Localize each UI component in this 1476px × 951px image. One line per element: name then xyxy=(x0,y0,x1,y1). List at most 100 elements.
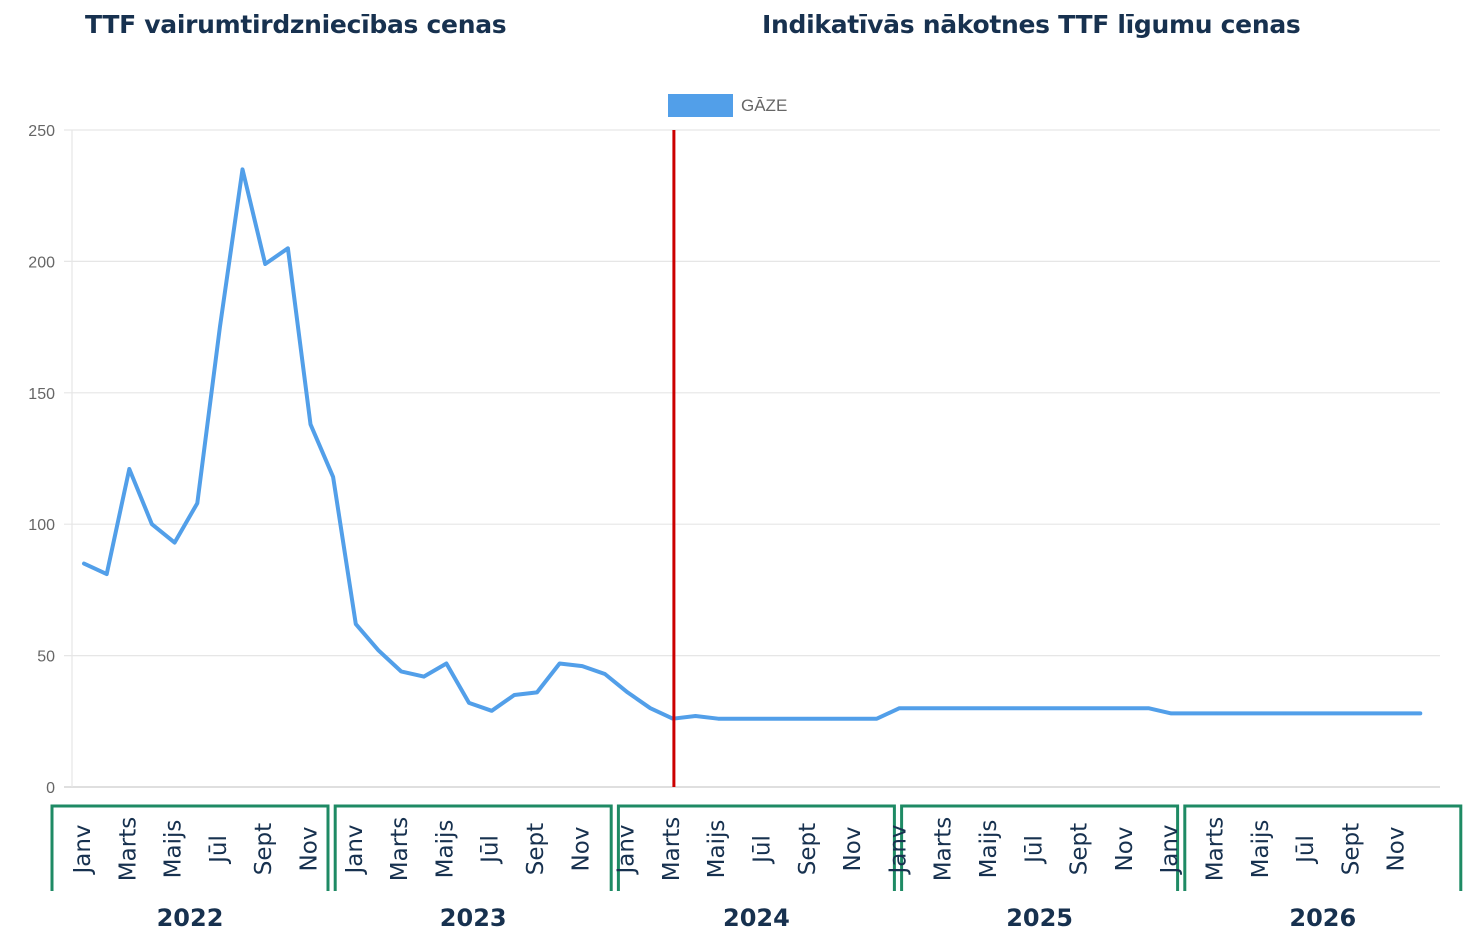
data-point xyxy=(920,706,924,710)
data-point xyxy=(784,717,788,721)
data-point xyxy=(580,664,584,668)
month-label: Sept xyxy=(251,823,277,875)
month-label: Janv xyxy=(885,824,911,875)
data-point xyxy=(1373,711,1377,716)
data-point xyxy=(535,690,539,694)
data-point xyxy=(558,661,562,666)
grid-lines xyxy=(64,129,1440,788)
data-point xyxy=(240,167,245,172)
month-label: Nov xyxy=(1112,827,1138,872)
month-label: Sept xyxy=(1067,823,1093,875)
data-point xyxy=(1237,711,1241,716)
data-point xyxy=(1011,706,1015,710)
data-point xyxy=(1350,711,1354,716)
data-point xyxy=(150,522,154,526)
year-box-2022 xyxy=(50,804,330,891)
data-point xyxy=(852,717,856,721)
y-axis-ticks: 0 50 100 150 200 250 xyxy=(28,123,55,797)
data-point xyxy=(82,562,86,566)
legend-swatch xyxy=(668,94,733,117)
month-label: Marts xyxy=(115,817,141,881)
data-point xyxy=(1169,711,1173,716)
y-tick-label: 0 xyxy=(46,780,55,797)
y-tick-label: 100 xyxy=(28,517,55,534)
year-box-2024 xyxy=(616,804,896,891)
data-point xyxy=(626,690,630,694)
data-point xyxy=(1214,711,1219,716)
data-point xyxy=(376,648,381,652)
data-point xyxy=(807,717,811,721)
month-label: Jūl xyxy=(750,835,776,865)
month-label: Sept xyxy=(795,823,821,875)
data-point xyxy=(354,622,358,626)
month-label: Janv xyxy=(1157,824,1183,875)
month-label: Maijs xyxy=(976,820,1002,879)
data-point xyxy=(829,717,834,721)
year-label-2025: 2025 xyxy=(1006,904,1073,932)
month-label: Janv xyxy=(70,824,96,875)
data-point xyxy=(761,717,766,721)
data-point xyxy=(1328,711,1332,716)
data-point xyxy=(263,262,267,266)
data-point xyxy=(1192,711,1196,716)
data-point xyxy=(1418,711,1422,716)
year-box-2025 xyxy=(900,804,1180,891)
series-line-gaze xyxy=(82,167,1423,721)
data-point xyxy=(1079,706,1083,710)
year-label-2022: 2022 xyxy=(157,904,224,932)
data-point xyxy=(739,717,743,721)
y-tick-label: 50 xyxy=(37,649,55,666)
data-point xyxy=(218,325,222,329)
month-label: Jūl xyxy=(1293,835,1319,865)
month-label: Nov xyxy=(297,827,323,872)
data-point xyxy=(897,706,902,710)
month-label: Marts xyxy=(931,817,957,881)
month-label: Nov xyxy=(1384,827,1410,872)
data-point xyxy=(173,540,177,545)
month-label: Maijs xyxy=(432,820,458,879)
month-label: Janv xyxy=(342,824,368,875)
data-point xyxy=(965,706,969,710)
month-label: Maijs xyxy=(161,820,187,879)
month-label: Jūl xyxy=(1021,835,1047,865)
month-label: Sept xyxy=(1338,823,1364,875)
legend: GĀZE xyxy=(668,94,787,117)
month-label: Jūl xyxy=(206,835,232,865)
month-label: Nov xyxy=(568,827,594,872)
month-label: Marts xyxy=(659,817,685,881)
month-label: Nov xyxy=(840,827,866,872)
year-label-2023: 2023 xyxy=(440,904,507,932)
data-point xyxy=(1124,706,1128,710)
heading-historical-prices: TTF vairumtirdzniecības cenas xyxy=(85,10,507,39)
data-point xyxy=(444,661,448,666)
heading-futures-prices: Indikatīvās nākotnes TTF līgumu cenas xyxy=(762,10,1301,39)
year-label-2026: 2026 xyxy=(1289,904,1356,932)
series-layer xyxy=(82,167,1423,721)
data-point xyxy=(490,709,494,713)
data-point xyxy=(105,572,109,576)
year-box-2026 xyxy=(1183,804,1463,891)
data-point xyxy=(988,706,992,710)
data-point xyxy=(1282,711,1287,716)
month-label: Sept xyxy=(523,823,549,875)
data-point xyxy=(1146,706,1151,710)
y-tick-label: 250 xyxy=(28,123,55,140)
data-point xyxy=(875,717,879,721)
month-label: Jūl xyxy=(478,835,504,865)
data-point xyxy=(399,669,403,673)
year-label-2024: 2024 xyxy=(723,904,790,932)
month-label: Maijs xyxy=(1248,820,1274,879)
month-label: Marts xyxy=(387,817,413,881)
data-point xyxy=(943,706,947,710)
data-point xyxy=(308,422,313,426)
data-point xyxy=(286,246,290,250)
month-label: Maijs xyxy=(704,820,730,879)
month-label: Janv xyxy=(614,824,640,875)
data-point xyxy=(1033,706,1037,710)
data-point xyxy=(1260,711,1264,716)
data-point xyxy=(467,701,471,705)
data-point xyxy=(1396,711,1400,716)
data-point xyxy=(603,672,607,676)
y-tick-label: 200 xyxy=(28,254,55,271)
